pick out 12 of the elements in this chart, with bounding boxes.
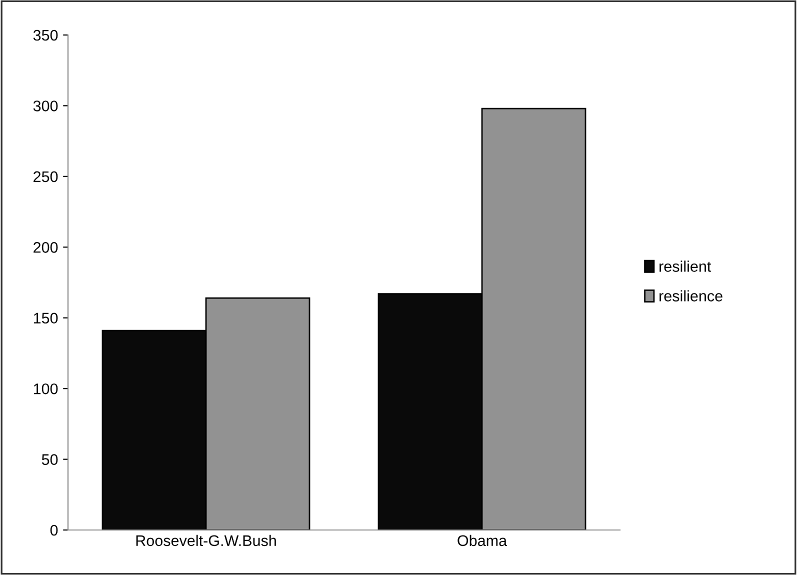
y-tick-label: 100: [34, 383, 58, 394]
x-tick-label: Roosevelt-G.W.Bush: [136, 534, 276, 546]
y-tick-label: 50: [42, 454, 58, 465]
y-tick-label: 350: [33, 30, 58, 41]
y-tick-label: 0: [50, 524, 58, 536]
y-tick-label: 300: [33, 100, 58, 112]
y-tick-label: 150: [34, 312, 58, 324]
legend-label: resilient: [660, 260, 712, 272]
y-tick-label: 200: [34, 242, 58, 253]
y-tick-label: 250: [34, 171, 58, 182]
x-tick-label: Obama: [458, 534, 508, 546]
legend-label: resilience: [660, 290, 722, 302]
